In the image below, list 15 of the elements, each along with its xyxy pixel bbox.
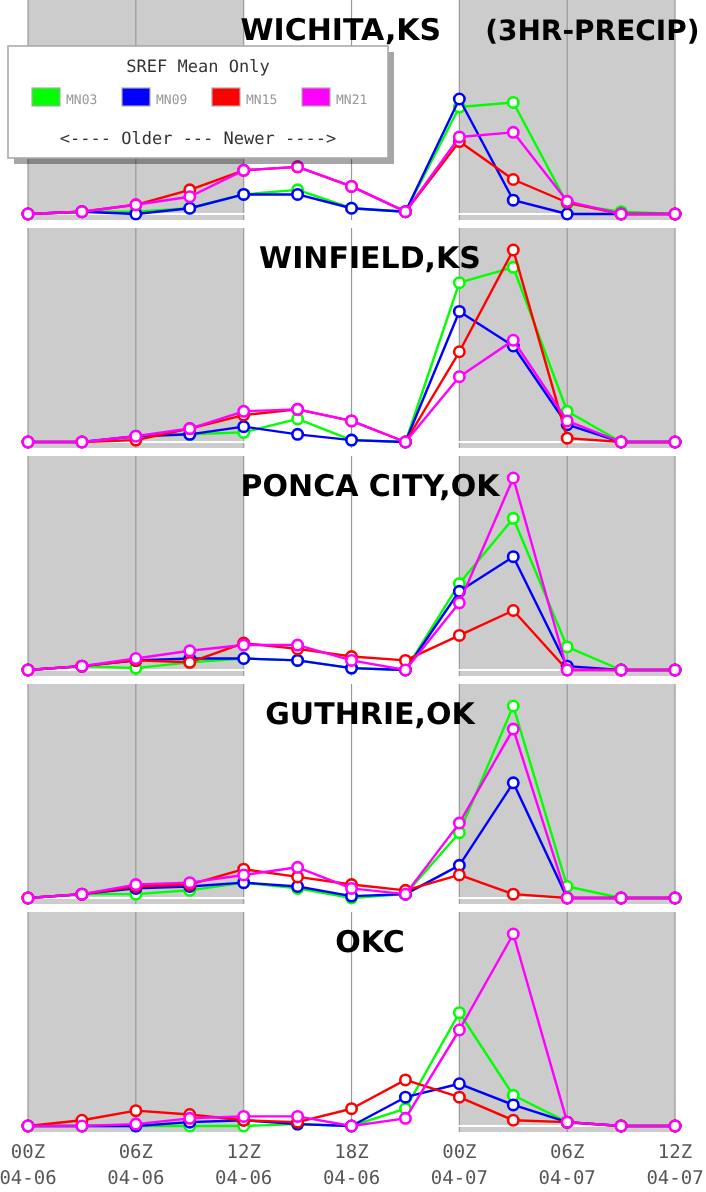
x-tick-label: 12Z 04-06 [215,1142,273,1190]
annotation: <---- Older --- Newer ----> [59,130,337,150]
chart-subtitle: (3HR-PRECIP) [485,16,700,48]
chart-title: GUTHRIE,OK [265,696,478,732]
chart-title: PONCA CITY,OK [240,468,503,504]
x-tick-label: 00Z 04-07 [430,1142,488,1190]
legend-title: SREF Mean Only [126,58,270,78]
x-tick-label: 06Z 04-06 [107,1142,165,1190]
chart-title: WICHITA,KS [240,12,442,48]
x-tick-label: 18Z 04-06 [322,1142,381,1190]
chart-title: WINFIELD,KS [259,240,481,276]
x-tick-label: 00Z 04-06 [0,1142,58,1190]
chart-title: OKC [335,924,405,960]
x-tick-label: 06Z 04-07 [538,1142,596,1190]
x-tick-label: 12Z 04-07 [646,1142,704,1190]
